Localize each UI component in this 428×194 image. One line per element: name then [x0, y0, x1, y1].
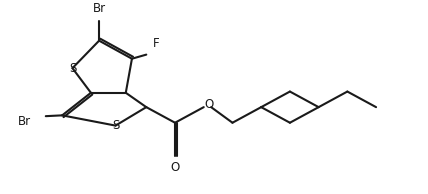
- Text: O: O: [170, 161, 180, 174]
- Text: Br: Br: [18, 115, 31, 128]
- Text: O: O: [205, 98, 214, 111]
- Text: Br: Br: [92, 2, 106, 15]
- Text: S: S: [69, 62, 76, 75]
- Text: S: S: [112, 119, 119, 132]
- Text: F: F: [152, 37, 159, 50]
